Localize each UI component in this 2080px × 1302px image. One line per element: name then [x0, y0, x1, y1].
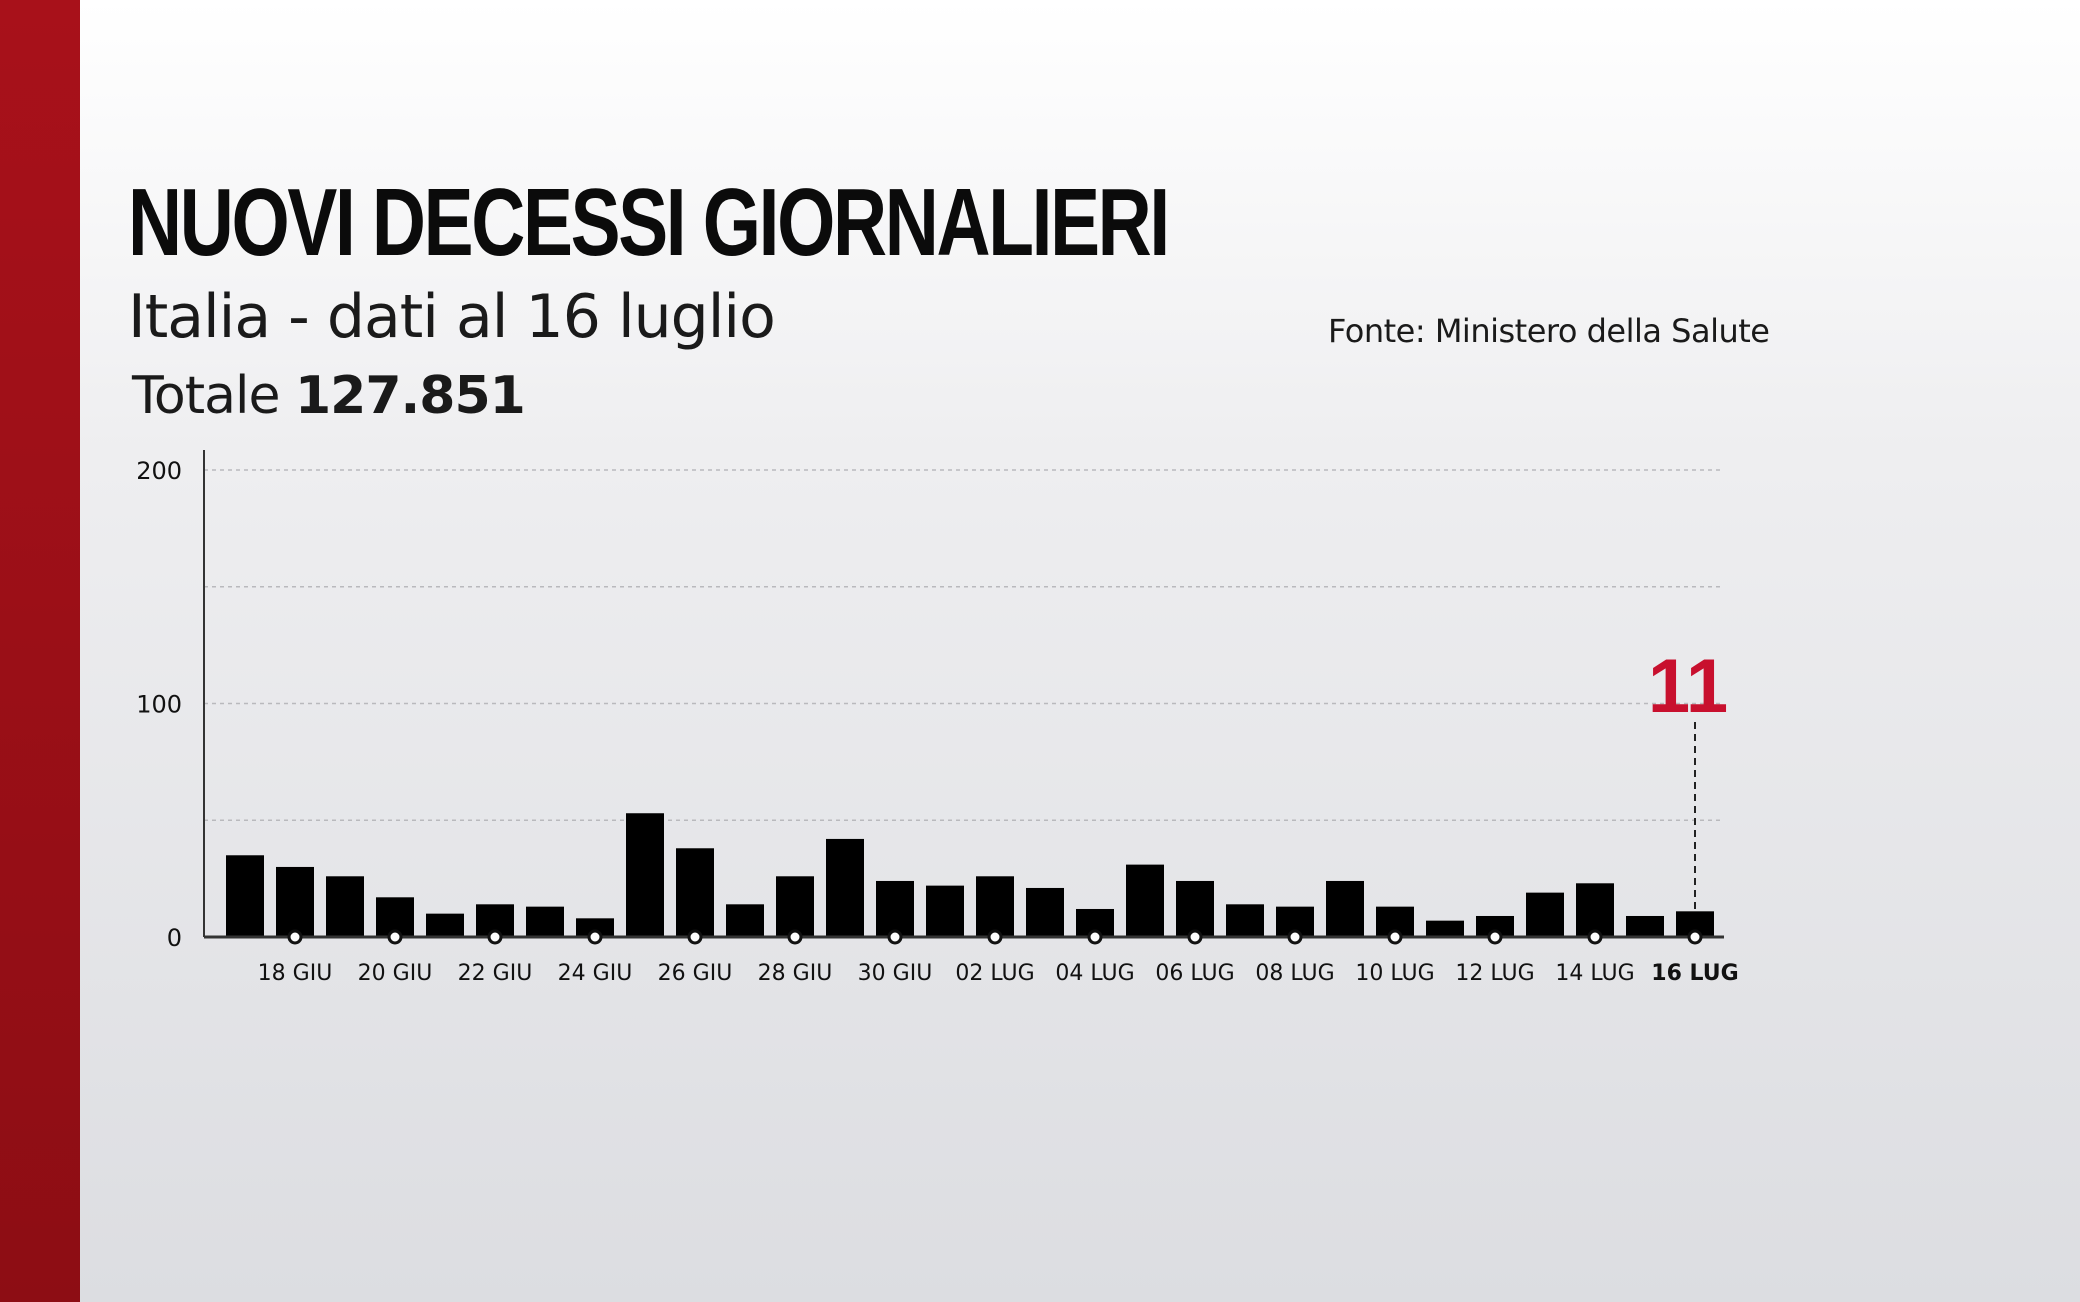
x-tick-marker	[1087, 929, 1103, 945]
x-tick-marker	[687, 929, 703, 945]
bar	[876, 880, 914, 937]
bar	[1476, 915, 1514, 937]
bar	[1626, 915, 1664, 937]
x-tick-label: 20 GIU	[358, 961, 433, 986]
x-tick-label: 10 LUG	[1355, 961, 1434, 986]
x-tick-marker	[1187, 929, 1203, 945]
x-tick-label: 16 LUG	[1651, 961, 1738, 986]
x-tick-marker	[1587, 929, 1603, 945]
x-tick-marker	[1387, 929, 1403, 945]
source-note: Fonte: Ministero della Salute	[1328, 312, 1770, 350]
bar	[726, 904, 764, 937]
x-tick-label: 30 GIU	[858, 961, 933, 986]
x-tick-label: 18 GIU	[258, 961, 333, 986]
x-tick-marker	[587, 929, 603, 945]
x-tick-marker	[987, 929, 1003, 945]
x-tick-marker	[1487, 929, 1503, 945]
bar	[526, 906, 564, 937]
x-tick-label: 08 LUG	[1255, 961, 1334, 986]
x-tick-marker	[1287, 929, 1303, 945]
x-tick-label: 02 LUG	[955, 961, 1034, 986]
x-tick-label: 06 LUG	[1155, 961, 1234, 986]
y-tick-label: 0	[167, 924, 182, 952]
bar	[976, 876, 1014, 937]
bar	[776, 876, 814, 937]
bar	[1526, 892, 1564, 937]
x-tick-marker	[487, 929, 503, 945]
bar	[626, 813, 664, 937]
annotation-label: 11	[1648, 644, 1728, 729]
chart-subtitle: Italia - dati al 16 luglio	[128, 282, 776, 352]
bar	[1326, 880, 1364, 937]
x-tick-marker	[387, 929, 403, 945]
chart-title: NUOVI DECESSI GIORNALIERI	[128, 169, 1170, 276]
x-tick-label: 28 GIU	[758, 961, 833, 986]
x-tick-label: 26 GIU	[658, 961, 733, 986]
total-label: Totale	[132, 366, 280, 426]
x-tick-marker	[787, 929, 803, 945]
x-tick-marker	[287, 929, 303, 945]
x-tick-marker	[887, 929, 903, 945]
bar	[1026, 887, 1064, 937]
x-tick-label: 22 GIU	[458, 961, 533, 986]
x-tick-label: 14 LUG	[1555, 961, 1634, 986]
bar	[576, 918, 614, 937]
red-accent-bar	[0, 0, 80, 1302]
bar	[676, 848, 714, 937]
bar	[426, 913, 464, 937]
x-tick-label: 12 LUG	[1455, 961, 1534, 986]
y-tick-label: 200	[136, 457, 182, 485]
bar	[276, 866, 314, 937]
bar	[1426, 920, 1464, 937]
bar	[1126, 864, 1164, 937]
x-tick-label: 24 GIU	[558, 961, 633, 986]
total-value: 127.851	[294, 366, 526, 426]
bar	[926, 885, 964, 937]
x-tick-label: 04 LUG	[1055, 961, 1134, 986]
bar	[1576, 883, 1614, 937]
bar	[1226, 904, 1264, 937]
bar	[326, 876, 364, 937]
bar	[1176, 880, 1214, 937]
y-tick-label: 100	[136, 691, 182, 719]
total-deaths: Totale 127.851	[132, 366, 526, 426]
bar	[226, 855, 264, 937]
bar	[826, 838, 864, 937]
x-tick-marker	[1687, 929, 1703, 945]
